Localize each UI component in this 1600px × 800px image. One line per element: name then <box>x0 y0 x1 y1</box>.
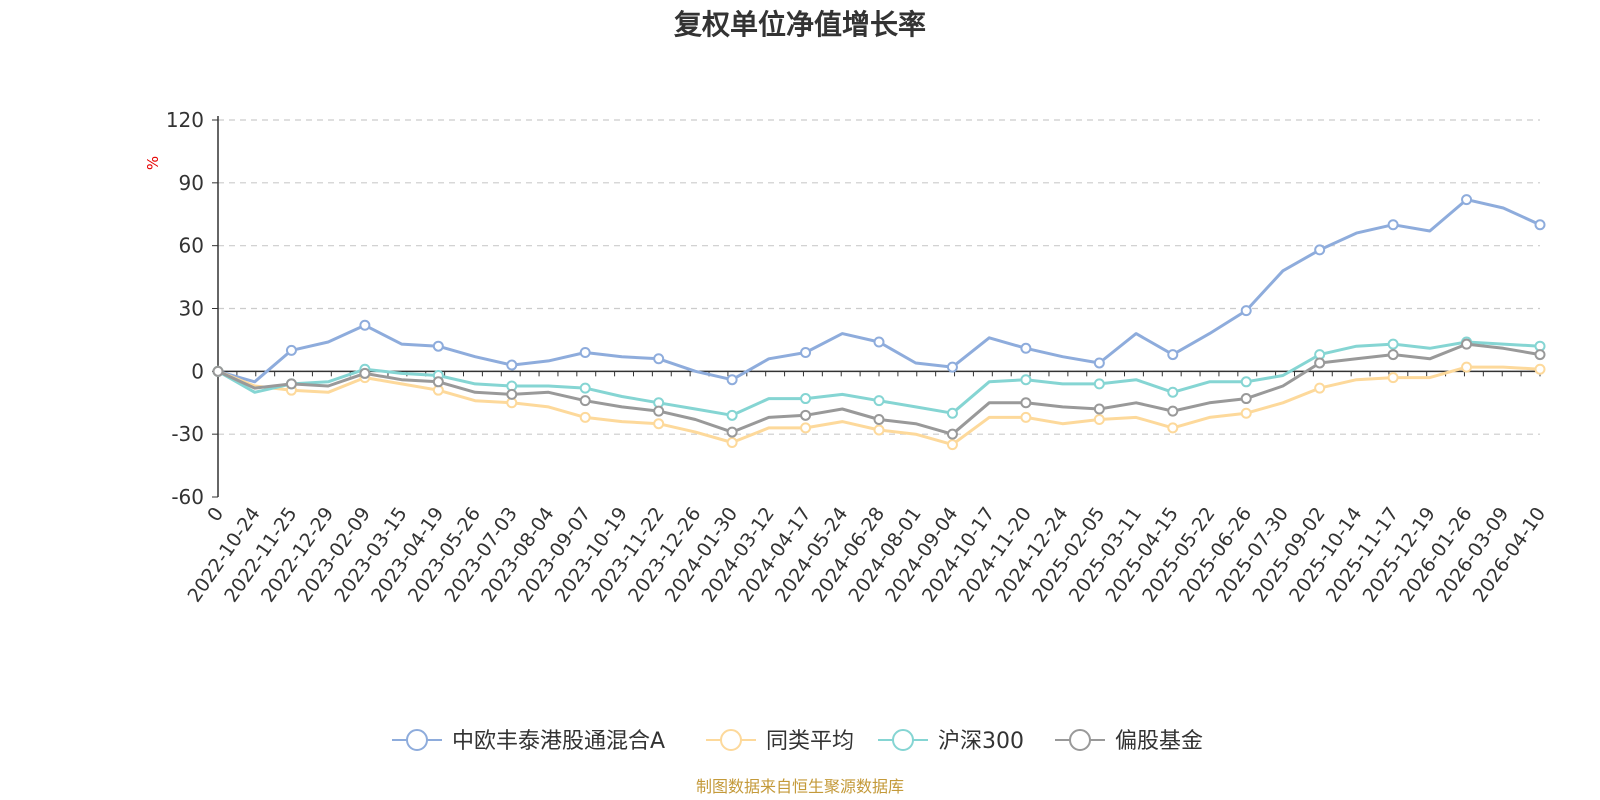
y-tick-label: -30 <box>171 422 204 446</box>
data-point[interactable] <box>1020 374 1032 386</box>
data-point[interactable] <box>1167 349 1179 361</box>
data-point[interactable] <box>873 414 885 426</box>
data-point[interactable] <box>800 346 812 358</box>
legend[interactable]: 中欧丰泰港股通混合A 同类平均 沪深300 偏股基金 <box>392 729 1203 754</box>
data-point[interactable] <box>579 411 591 423</box>
y-axis-unit: % <box>144 156 162 170</box>
data-source-note: 制图数据来自恒生聚源数据库 <box>696 777 904 796</box>
legend-label: 偏股基金 <box>1115 729 1203 754</box>
y-tick-label: 30 <box>179 297 204 321</box>
data-point[interactable] <box>1020 411 1032 423</box>
data-point[interactable] <box>1167 386 1179 398</box>
data-point[interactable] <box>873 336 885 348</box>
data-point[interactable] <box>432 376 444 388</box>
data-point[interactable] <box>285 378 297 390</box>
data-point[interactable] <box>1461 361 1473 373</box>
y-tick-label: 0 <box>191 359 204 383</box>
data-point[interactable] <box>1093 414 1105 426</box>
data-point[interactable] <box>1314 382 1326 394</box>
data-point[interactable] <box>1387 349 1399 361</box>
legend-swatch-marker <box>406 729 428 751</box>
data-point[interactable] <box>653 353 665 365</box>
data-point[interactable] <box>1534 219 1546 231</box>
data-point[interactable] <box>506 388 518 400</box>
data-point[interactable] <box>1387 338 1399 350</box>
y-tick-label: 120 <box>166 108 204 132</box>
data-point[interactable] <box>359 367 371 379</box>
data-point[interactable] <box>1167 405 1179 417</box>
series-line <box>217 198 1541 384</box>
x-tick-label: 0 <box>203 503 228 526</box>
data-point[interactable] <box>579 395 591 407</box>
data-point[interactable] <box>1534 363 1546 375</box>
data-point[interactable] <box>212 365 224 377</box>
data-point[interactable] <box>1461 338 1473 350</box>
data-point[interactable] <box>1240 376 1252 388</box>
data-point[interactable] <box>1314 357 1326 369</box>
data-point[interactable] <box>873 395 885 407</box>
data-point[interactable] <box>726 409 738 421</box>
legend-item[interactable]: 沪深300 <box>878 729 1024 754</box>
chart-title: 复权单位净值增长率 <box>674 8 926 41</box>
series-lines <box>212 194 1546 451</box>
data-point[interactable] <box>1314 244 1326 256</box>
data-point[interactable] <box>800 409 812 421</box>
legend-swatch-marker <box>892 729 914 751</box>
legend-item[interactable]: 中欧丰泰港股通混合A <box>392 729 665 754</box>
data-point[interactable] <box>800 393 812 405</box>
data-point[interactable] <box>506 359 518 371</box>
data-point[interactable] <box>432 340 444 352</box>
data-point[interactable] <box>1534 349 1546 361</box>
y-tick-label: -60 <box>171 485 204 509</box>
data-point[interactable] <box>1387 219 1399 231</box>
data-point[interactable] <box>1093 357 1105 369</box>
data-point[interactable] <box>1093 378 1105 390</box>
series-group <box>212 336 1546 421</box>
data-point[interactable] <box>1240 393 1252 405</box>
legend-swatch-marker <box>720 729 742 751</box>
data-point[interactable] <box>1167 422 1179 434</box>
data-point[interactable] <box>1240 407 1252 419</box>
data-point[interactable] <box>1020 342 1032 354</box>
data-point[interactable] <box>653 405 665 417</box>
y-tick-label: 60 <box>179 234 204 258</box>
legend-label: 沪深300 <box>938 729 1024 754</box>
data-point[interactable] <box>1093 403 1105 415</box>
data-point[interactable] <box>946 407 958 419</box>
y-tick-label: 90 <box>179 171 204 195</box>
data-point[interactable] <box>726 437 738 449</box>
data-point[interactable] <box>1461 194 1473 206</box>
legend-swatch-marker <box>1069 729 1091 751</box>
data-point[interactable] <box>946 428 958 440</box>
data-point[interactable] <box>946 361 958 373</box>
legend-item[interactable]: 同类平均 <box>706 729 854 754</box>
data-point[interactable] <box>579 382 591 394</box>
series-group <box>212 338 1546 440</box>
data-point[interactable] <box>873 424 885 436</box>
legend-label: 同类平均 <box>766 729 854 754</box>
data-point[interactable] <box>359 319 371 331</box>
series-group <box>212 194 1546 386</box>
data-point[interactable] <box>1240 305 1252 317</box>
data-point[interactable] <box>1387 372 1399 384</box>
data-point[interactable] <box>726 426 738 438</box>
data-point[interactable] <box>1020 397 1032 409</box>
data-point[interactable] <box>946 439 958 451</box>
data-point[interactable] <box>285 344 297 356</box>
data-point[interactable] <box>579 346 591 358</box>
data-point[interactable] <box>726 374 738 386</box>
data-point[interactable] <box>653 418 665 430</box>
legend-label: 中欧丰泰港股通混合A <box>452 729 665 754</box>
data-point[interactable] <box>800 422 812 434</box>
legend-item[interactable]: 偏股基金 <box>1055 729 1203 754</box>
